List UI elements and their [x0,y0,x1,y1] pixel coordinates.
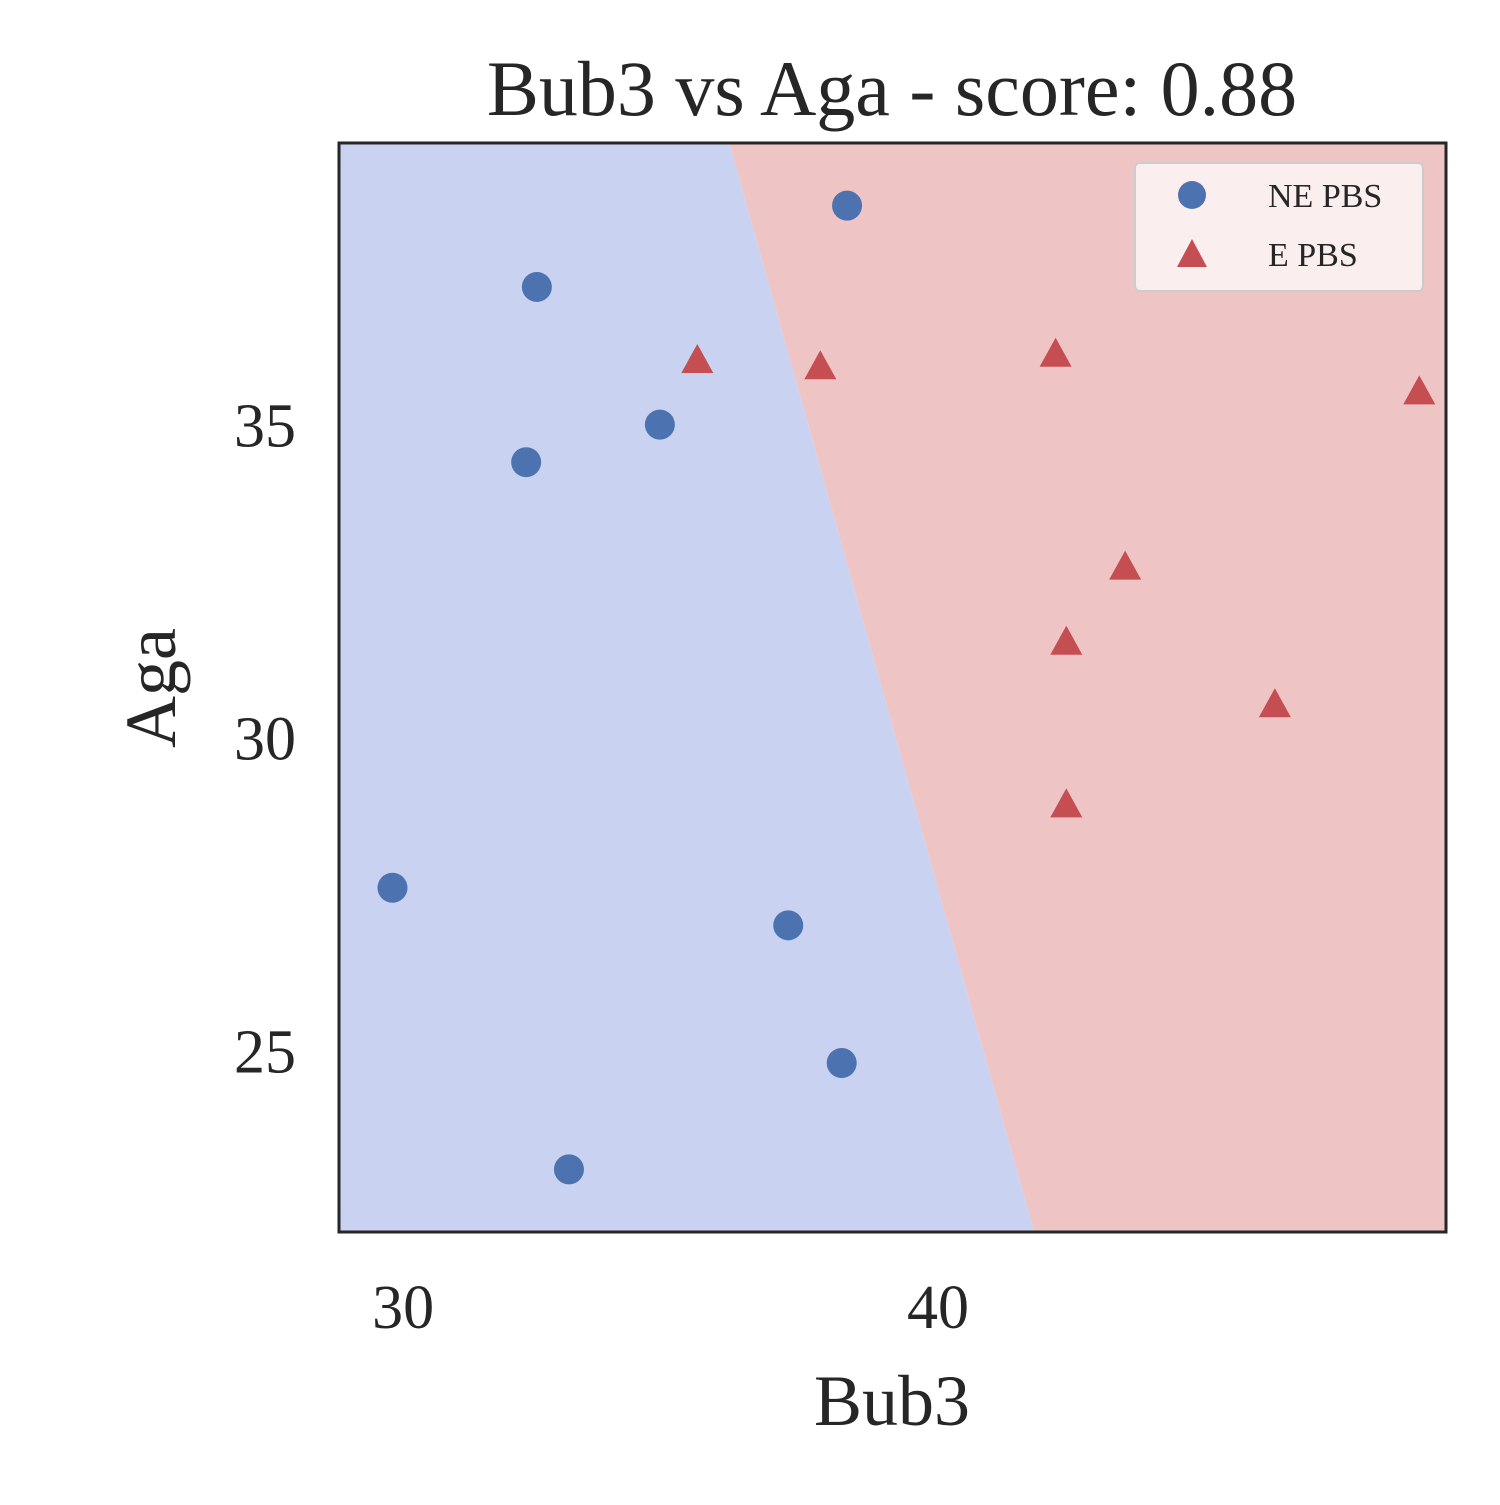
legend-ne-marker [1178,181,1206,209]
x-ticks: 30 40 [372,1274,969,1342]
y-tick-label: 30 [234,706,296,774]
legend: NE PBS E PBS [1134,162,1424,292]
e-pbs-point-7 [1050,788,1083,818]
ne-pbs-point-3 [511,447,542,478]
legend-box [1134,162,1424,292]
e-pbs-point-2 [1039,337,1072,367]
y-tick-label: 25 [234,1019,296,1087]
legend-e-marker [1177,239,1207,267]
y-ticks: 25 30 35 [234,393,296,1087]
decision-regions [339,143,1446,1232]
x-tick-label: 30 [372,1274,434,1342]
e-pbs-point-0 [681,344,714,374]
x-axis-label: Bub3 [814,1361,970,1441]
ne-pbs-point-4 [377,872,408,903]
data-markers [377,190,1436,1185]
ne-pbs-point-0 [832,190,863,221]
ne-pbs-point-1 [521,271,552,302]
ne-pbs-point-7 [553,1154,584,1185]
e-pbs-point-6 [1258,688,1291,718]
ne-pbs-point-2 [644,409,675,440]
e-pbs-point-5 [1050,625,1083,655]
chart-title: Bub3 vs Aga - score: 0.88 [487,45,1297,132]
plot-frame [337,141,1448,1234]
e-pbs-point-4 [1109,550,1142,580]
e-pbs-point-3 [1403,375,1436,405]
legend-ne-label: NE PBS [1268,178,1382,215]
e-pbs-point-1 [804,350,837,380]
legend-e-label: E PBS [1268,237,1358,274]
y-axis-label: Aga [111,628,191,748]
region-e-pbs [729,143,1446,1232]
x-tick-label: 40 [907,1274,969,1342]
ne-pbs-point-6 [826,1048,857,1079]
region-ne-pbs [339,143,1035,1232]
y-tick-label: 35 [234,393,296,461]
ne-pbs-point-5 [773,910,804,941]
